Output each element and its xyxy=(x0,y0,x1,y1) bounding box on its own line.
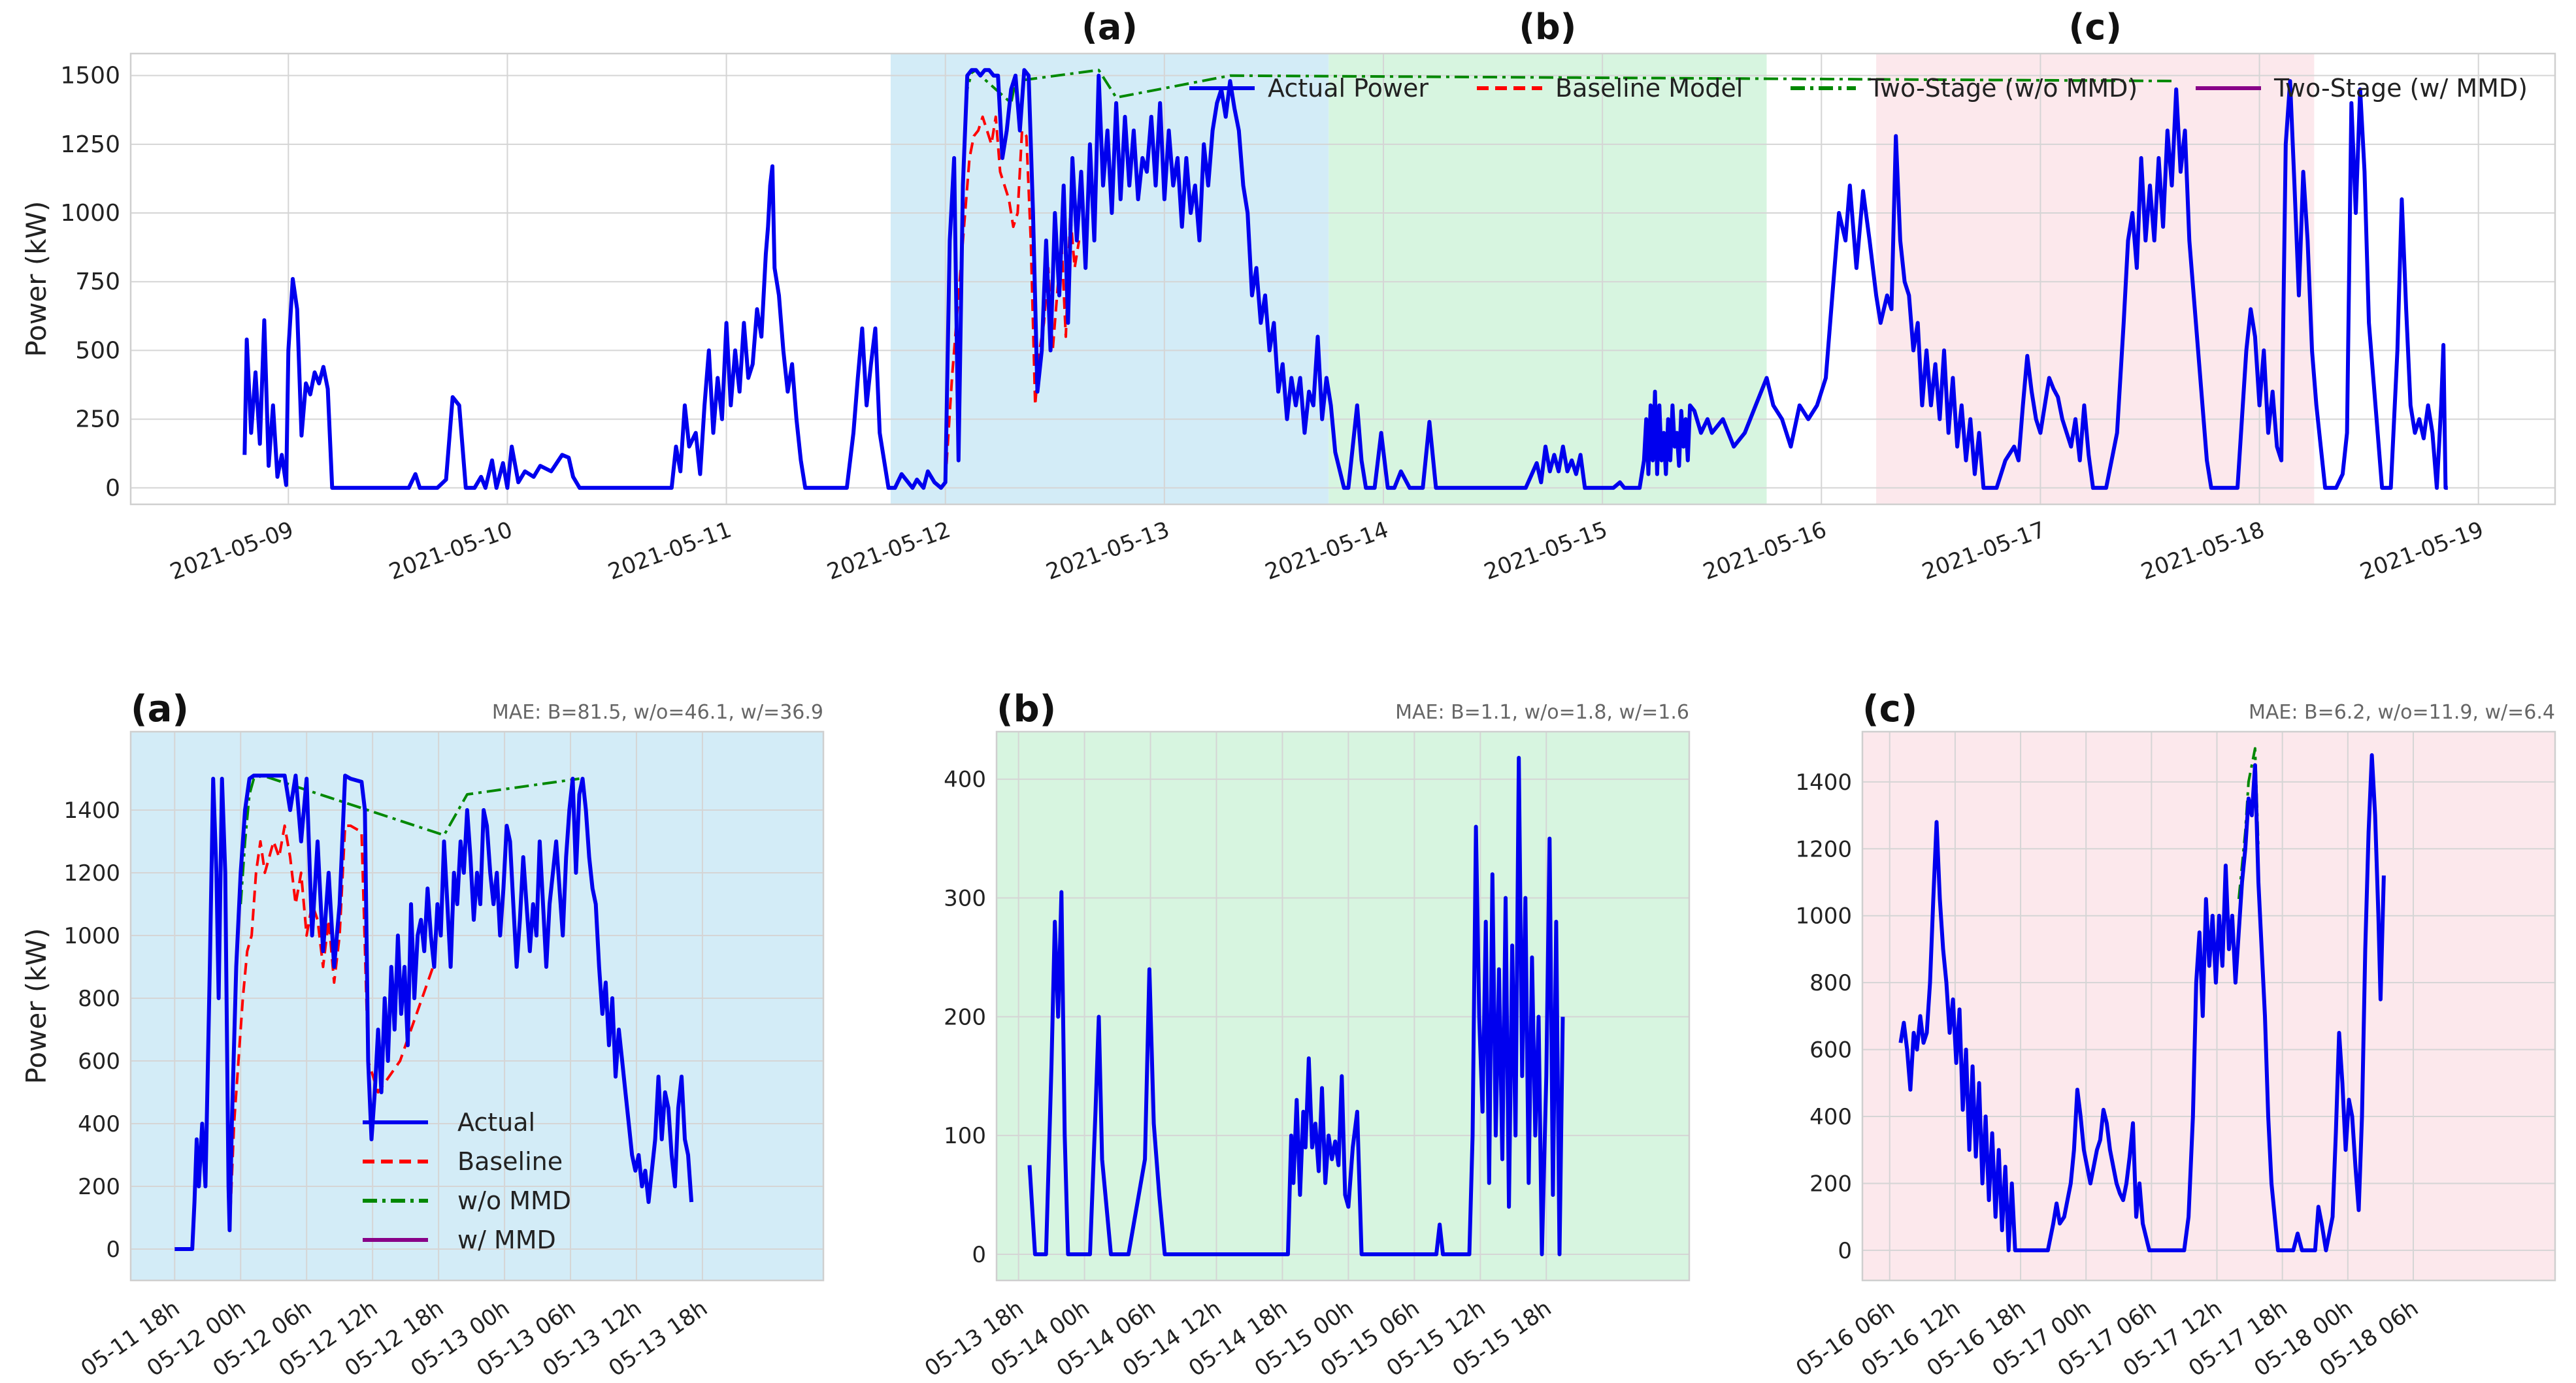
subplot-title: (c) xyxy=(1862,688,1917,730)
region-label: (b) xyxy=(1519,7,1576,48)
series-line-actual xyxy=(1898,753,2386,1252)
y-axis-label: Power (kW) xyxy=(20,928,52,1084)
y-tick-label: 250 xyxy=(75,406,120,433)
series-line-baseline-model xyxy=(944,115,1081,483)
y-axis-label: Power (kW) xyxy=(20,201,52,357)
legend-label: w/o MMD xyxy=(457,1186,571,1215)
legend-label: Baseline Model xyxy=(1555,74,1743,103)
series-line-w-o-mmd xyxy=(2237,747,2260,900)
y-tick-label: 1250 xyxy=(60,131,120,158)
x-tick-label: 2021-05-18 xyxy=(2138,517,2268,585)
subplot-title: (a) xyxy=(131,688,189,730)
x-tick-label: 2021-05-11 xyxy=(604,517,735,585)
y-tick-label: 100 xyxy=(944,1123,986,1149)
y-tick-label: 400 xyxy=(78,1111,120,1137)
x-tick-label: 2021-05-10 xyxy=(386,517,516,585)
y-tick-label: 800 xyxy=(1809,970,1852,996)
plot-area xyxy=(1862,732,2555,1280)
y-tick-label: 0 xyxy=(1838,1238,1852,1264)
x-tick-label: 2021-05-09 xyxy=(167,517,297,585)
legend-label: Two-Stage (w/o MMD) xyxy=(1868,74,2138,103)
y-tick-label: 0 xyxy=(105,475,120,502)
y-tick-label: 1400 xyxy=(1795,770,1852,796)
plot-frame xyxy=(129,52,2556,506)
x-tick-label: 2021-05-12 xyxy=(823,517,953,585)
y-tick-label: 1200 xyxy=(1795,836,1852,862)
overview-chart: (a) (b) (c) 0 250 500 750 1000 1250 1500 2021-05-0… xyxy=(20,7,2556,585)
y-tick-label: 0 xyxy=(972,1242,986,1268)
y-tick-label: 400 xyxy=(1809,1104,1852,1130)
x-tick-label: 2021-05-16 xyxy=(1700,517,1830,585)
legend-label: Actual xyxy=(457,1108,535,1137)
y-tick-label: 500 xyxy=(75,337,120,364)
x-tick-label: 2021-05-14 xyxy=(1262,517,1392,585)
y-tick-label: 600 xyxy=(1809,1037,1852,1064)
highlight-region-1 xyxy=(1329,54,1767,504)
legend-label: Actual Power xyxy=(1268,74,1428,103)
y-tick-label: 1000 xyxy=(1795,903,1852,930)
y-tick-label: 200 xyxy=(1809,1171,1852,1197)
mae-annotation: MAE: B=1.1, w/o=1.8, w/=1.6 xyxy=(1395,701,1689,724)
y-tick-label: 400 xyxy=(944,767,986,793)
y-tick-label: 1000 xyxy=(63,923,120,949)
plot-frame xyxy=(995,730,1691,1282)
y-tick-label: 1200 xyxy=(63,860,120,887)
region-label: (a) xyxy=(1082,7,1138,48)
highlight-region-2 xyxy=(1876,54,2315,504)
x-tick-label: 2021-05-19 xyxy=(2356,517,2486,585)
subplot-title: (b) xyxy=(997,688,1056,730)
plot-area xyxy=(131,732,823,1280)
plot-frame xyxy=(1861,730,2556,1282)
series-line-w-o-mmd xyxy=(239,774,580,905)
series-line-actual xyxy=(174,773,694,1251)
plot-frame xyxy=(129,730,825,1282)
y-tick-label: 750 xyxy=(75,268,120,295)
y-tick-label: 0 xyxy=(106,1237,120,1263)
y-tick-label: 200 xyxy=(78,1174,120,1200)
legend-label: w/ MMD xyxy=(457,1226,556,1254)
series-line-actual-power xyxy=(242,68,2448,490)
x-tick-label: 2021-05-13 xyxy=(1043,517,1173,585)
mae-annotation: MAE: B=6.2, w/o=11.9, w/=6.4 xyxy=(2249,701,2555,724)
y-tick-label: 1000 xyxy=(60,200,120,227)
y-tick-label: 300 xyxy=(944,886,986,912)
plot-area xyxy=(997,732,1689,1280)
series-line-two-stage-w-o-mmd- xyxy=(961,69,2177,186)
mae-annotation: MAE: B=81.5, w/o=46.1, w/=36.9 xyxy=(492,701,823,724)
y-tick-label: 600 xyxy=(78,1049,120,1075)
y-tick-label: 1400 xyxy=(63,798,120,824)
x-tick-label: 2021-05-15 xyxy=(1481,517,1611,585)
legend-label: Two-Stage (w/ MMD) xyxy=(2273,74,2528,103)
legend-label: Baseline xyxy=(457,1147,563,1176)
y-tick-label: 200 xyxy=(944,1004,986,1030)
region-label: (c) xyxy=(2069,7,2122,48)
y-tick-label: 800 xyxy=(78,986,120,1012)
series-line-actual xyxy=(1027,756,1565,1256)
x-tick-label: 2021-05-17 xyxy=(1919,517,2049,585)
y-tick-label: 1500 xyxy=(60,63,120,89)
